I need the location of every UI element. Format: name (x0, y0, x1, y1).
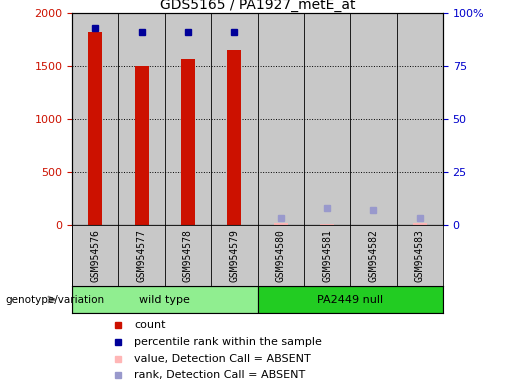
Text: value, Detection Call = ABSENT: value, Detection Call = ABSENT (134, 354, 311, 364)
Text: count: count (134, 320, 165, 330)
Bar (181, 59, 195, 225)
Text: GSM954577: GSM954577 (136, 230, 147, 282)
Bar (134, 66, 148, 225)
Text: rank, Detection Call = ABSENT: rank, Detection Call = ABSENT (134, 370, 305, 381)
Text: GSM954580: GSM954580 (276, 230, 286, 282)
Text: PA2449 null: PA2449 null (317, 295, 383, 305)
Text: wild type: wild type (140, 295, 190, 305)
Bar (89, 33, 102, 225)
Text: GSM954579: GSM954579 (229, 230, 239, 282)
Text: GSM954578: GSM954578 (183, 230, 193, 282)
Text: GSM954582: GSM954582 (368, 230, 379, 282)
Bar (227, 50, 241, 225)
Text: GSM954576: GSM954576 (90, 230, 100, 282)
Bar (320, 224, 334, 225)
Text: percentile rank within the sample: percentile rank within the sample (134, 337, 322, 347)
Bar (273, 223, 287, 225)
Text: GSM954581: GSM954581 (322, 230, 332, 282)
Text: GSM954583: GSM954583 (415, 230, 425, 282)
Bar (72, 286, 258, 313)
Title: GDS5165 / PA1927_metE_at: GDS5165 / PA1927_metE_at (160, 0, 355, 12)
Bar (258, 286, 443, 313)
Text: genotype/variation: genotype/variation (5, 295, 104, 305)
Bar (413, 223, 426, 225)
